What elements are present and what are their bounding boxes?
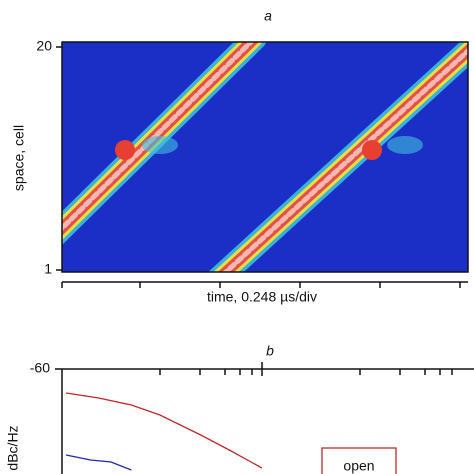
y-tick-label: 20 (36, 38, 52, 54)
lines (65, 392, 263, 471)
y-axis-label: space, cell (11, 125, 27, 191)
y-tick-label: 1 (44, 261, 52, 277)
x-axis (61, 281, 468, 288)
legend-label: open (343, 458, 374, 474)
plot-frame (61, 362, 474, 474)
panel-label: b (266, 343, 274, 359)
x-axis-label: time, 0.248 µs/div (207, 289, 317, 305)
heatmap-stripes (62, 42, 468, 272)
y-axis: 1 20 (36, 38, 62, 277)
y-tick-label: -60 (30, 360, 50, 376)
y-axis-label: dBc/Hz (5, 425, 21, 470)
panel-label: a (264, 8, 272, 24)
series-line (65, 392, 263, 469)
plot-frame (61, 41, 469, 273)
legend-box (321, 447, 397, 474)
line-plot: -60 open (30, 360, 397, 474)
series-line (65, 454, 132, 471)
